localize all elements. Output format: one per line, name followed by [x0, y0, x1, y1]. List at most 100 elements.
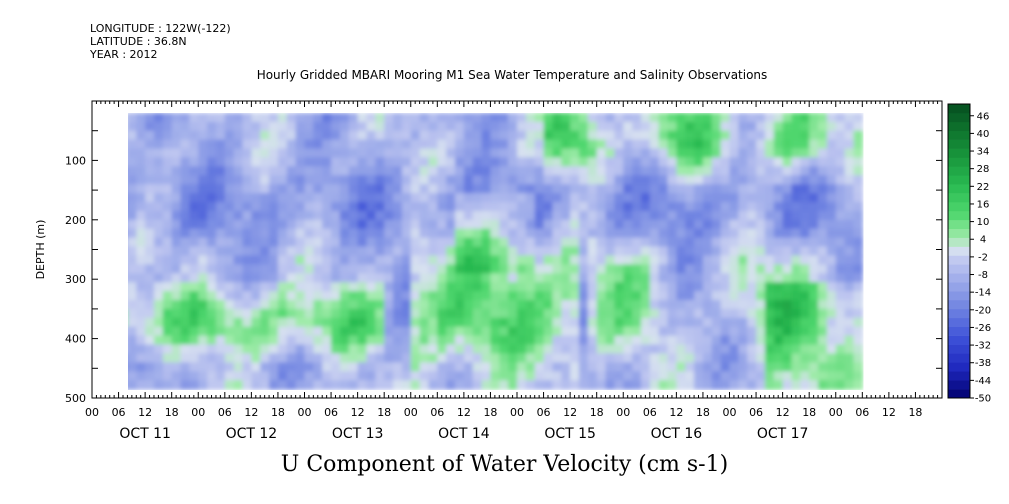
- heatmap-cell: [331, 175, 341, 185]
- heatmap-cell: [561, 380, 571, 390]
- heatmap-cell: [180, 291, 191, 301]
- heatmap-cell: [171, 317, 182, 328]
- heatmap-cell: [339, 121, 350, 132]
- heatmap-cell: [570, 148, 580, 159]
- heatmap-cell: [357, 121, 368, 132]
- heatmap-cell: [171, 148, 182, 159]
- heatmap-cell: [543, 362, 554, 373]
- heatmap-cell: [437, 335, 447, 346]
- heatmap-cell: [747, 255, 757, 266]
- heatmap-cell: [649, 228, 660, 239]
- heatmap-cell: [658, 273, 669, 283]
- heatmap-cell: [207, 219, 217, 230]
- heatmap-cell: [295, 246, 306, 257]
- heatmap-cell: [463, 362, 474, 373]
- heatmap-cell: [764, 326, 775, 337]
- heatmap-cell: [313, 175, 324, 185]
- heatmap-cell: [145, 353, 155, 364]
- heatmap-cell: [561, 237, 571, 248]
- heatmap-cell: [844, 148, 855, 159]
- heatmap-cell: [605, 335, 616, 346]
- heatmap-cell: [623, 210, 633, 221]
- heatmap-cell: [641, 335, 651, 346]
- heatmap-cell: [818, 166, 828, 176]
- heatmap-cell: [764, 166, 775, 176]
- heatmap-cell: [747, 175, 757, 185]
- heatmap-cell: [455, 157, 465, 168]
- heatmap-cell: [773, 113, 784, 123]
- heatmap-cell: [587, 246, 598, 257]
- heatmap-cell: [756, 193, 766, 203]
- heatmap-cell: [357, 300, 368, 310]
- heatmap-cell: [596, 335, 607, 346]
- heatmap-cell: [154, 219, 164, 230]
- heatmap-cell: [543, 210, 554, 221]
- heatmap-cell: [596, 202, 607, 212]
- heatmap-cell: [729, 362, 740, 373]
- heatmap-cell: [818, 371, 828, 381]
- heatmap-cell: [632, 353, 642, 364]
- heatmap-cell: [472, 291, 483, 301]
- heatmap-cell: [587, 264, 598, 275]
- heatmap-cell: [295, 362, 306, 373]
- heatmap-cell: [481, 380, 492, 390]
- heatmap-cell: [136, 148, 146, 159]
- heatmap-cell: [729, 326, 740, 337]
- heatmap-cell: [711, 344, 722, 355]
- heatmap-cell: [605, 300, 616, 310]
- heatmap-cell: [782, 273, 793, 283]
- heatmap-cell: [561, 246, 571, 257]
- heatmap-cell: [543, 308, 554, 319]
- heatmap-cell: [614, 335, 625, 346]
- heatmap-cell: [428, 344, 439, 355]
- heatmap-cell: [375, 300, 385, 310]
- heatmap-cell: [251, 353, 262, 364]
- heatmap-cell: [366, 282, 377, 292]
- heatmap-cell: [277, 273, 288, 283]
- heatmap-cell: [667, 362, 678, 373]
- heatmap-cell: [216, 202, 226, 212]
- heatmap-cell: [499, 166, 509, 176]
- heatmap-cell: [463, 317, 474, 328]
- heatmap-cell: [331, 157, 341, 168]
- heatmap-cell: [269, 326, 279, 337]
- heatmap-cell: [171, 353, 182, 364]
- heatmap-cell: [251, 157, 262, 168]
- heatmap-cell: [525, 255, 536, 266]
- heatmap-cell: [322, 273, 332, 283]
- heatmap-cell: [773, 282, 784, 292]
- heatmap-cell: [393, 300, 403, 310]
- heatmap-cell: [233, 139, 244, 150]
- heatmap-cell: [818, 335, 828, 346]
- heatmap-cell: [632, 166, 642, 176]
- heatmap-cell: [711, 219, 722, 230]
- heatmap-cell: [401, 335, 412, 346]
- heatmap-cell: [720, 282, 731, 292]
- heatmap-cell: [702, 139, 713, 150]
- heatmap-cell: [499, 121, 509, 132]
- heatmap-cell: [446, 317, 456, 328]
- heatmap-cell: [375, 371, 385, 381]
- heatmap-cell: [667, 148, 678, 159]
- heatmap-cell: [835, 317, 846, 328]
- heatmap-cell: [738, 193, 749, 203]
- heatmap-cell: [455, 184, 465, 194]
- heatmap-cell: [764, 308, 775, 319]
- heatmap-cell: [207, 353, 217, 364]
- heatmap-cell: [517, 380, 527, 390]
- heatmap-cell: [437, 264, 447, 275]
- heatmap-cell: [702, 175, 713, 185]
- heatmap-cell: [277, 113, 288, 123]
- heatmap-cell: [720, 246, 731, 257]
- heatmap-cell: [809, 157, 819, 168]
- heatmap-cell: [286, 202, 297, 212]
- heatmap-cell: [685, 184, 695, 194]
- heatmap-cell: [782, 300, 793, 310]
- x-hour-tick-label: 18: [165, 406, 179, 419]
- heatmap-cell: [800, 130, 810, 141]
- heatmap-cell: [844, 362, 855, 373]
- heatmap-cell: [702, 335, 713, 346]
- heatmap-cell: [844, 237, 855, 248]
- heatmap-cell: [171, 255, 182, 266]
- heatmap-cell: [286, 166, 297, 176]
